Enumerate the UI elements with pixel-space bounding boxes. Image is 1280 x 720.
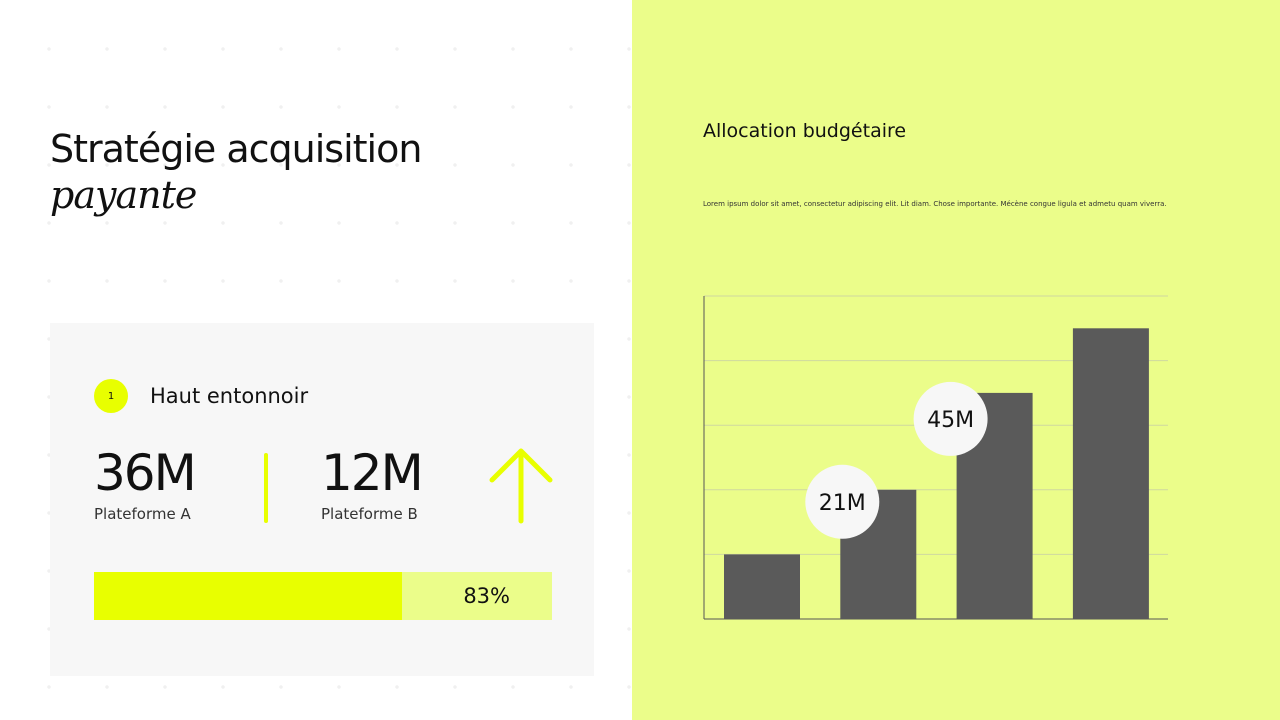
stat-value: 12M xyxy=(321,444,424,502)
data-label-bubble xyxy=(913,381,988,456)
divider xyxy=(264,453,268,523)
chart-description: Lorem ipsum dolor sit amet, consectetur … xyxy=(703,200,1167,208)
bar-4 xyxy=(1072,328,1149,619)
progress-label: 83% xyxy=(463,584,510,608)
funnel-card: 1 Haut entonnoir 36M Plateforme A 12M Pl… xyxy=(50,323,594,676)
page-title: Stratégie acquisition payante xyxy=(50,126,422,218)
chart-title: Allocation budgétaire xyxy=(703,120,907,142)
title-line2: payante xyxy=(50,173,197,217)
bar-1 xyxy=(724,554,800,619)
stat-label: Plateforme B xyxy=(321,505,418,523)
progress-fill xyxy=(94,572,402,620)
data-label: 45M xyxy=(927,408,974,433)
stat-value: 36M xyxy=(94,444,197,502)
card-heading: Haut entonnoir xyxy=(150,384,309,408)
step-badge: 1 xyxy=(94,379,128,413)
left-panel: Stratégie acquisition payante 1 Haut ent… xyxy=(0,0,632,720)
data-label: 21M xyxy=(819,491,866,516)
stat-platform-b: 12M Plateforme B xyxy=(321,444,424,523)
stat-platform-a: 36M Plateforme A xyxy=(94,444,197,523)
progress-bar: 83% xyxy=(94,572,552,620)
stat-label: Plateforme A xyxy=(94,505,191,523)
data-label-bubble xyxy=(805,464,880,539)
arrow-up-icon xyxy=(489,448,553,524)
title-line1: Stratégie acquisition xyxy=(50,127,422,171)
